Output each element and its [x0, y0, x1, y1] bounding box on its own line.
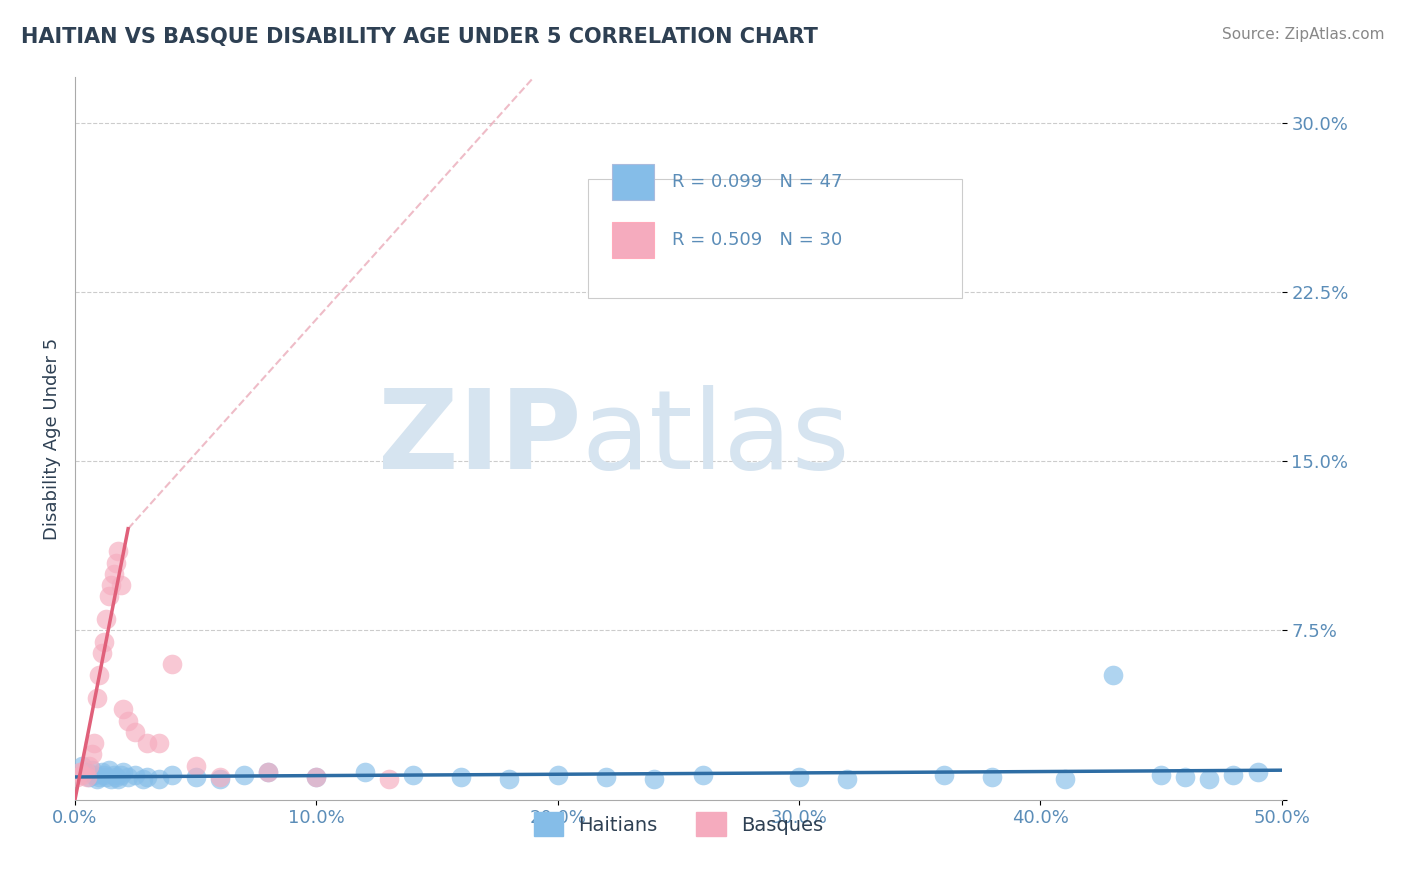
Point	[547, 768, 569, 782]
Point	[136, 736, 159, 750]
Point	[110, 578, 132, 592]
Point	[97, 763, 120, 777]
Point	[112, 765, 135, 780]
Point	[107, 772, 129, 787]
Point	[117, 714, 139, 728]
Text: atlas: atlas	[582, 385, 851, 492]
Point	[981, 770, 1004, 784]
Point	[353, 765, 375, 780]
FancyBboxPatch shape	[588, 178, 962, 298]
Point	[124, 724, 146, 739]
Point	[103, 768, 125, 782]
Point	[208, 770, 231, 784]
Point	[97, 590, 120, 604]
Point	[305, 770, 328, 784]
Point	[1101, 668, 1123, 682]
Point	[208, 772, 231, 787]
Point	[257, 765, 280, 780]
Point	[117, 770, 139, 784]
Point	[86, 772, 108, 787]
Point	[107, 544, 129, 558]
Point	[90, 646, 112, 660]
Point	[837, 772, 859, 787]
Point	[148, 736, 170, 750]
FancyBboxPatch shape	[612, 222, 654, 258]
Point	[643, 772, 665, 787]
Point	[70, 768, 93, 782]
Point	[76, 765, 98, 780]
Point	[105, 556, 128, 570]
Point	[1198, 772, 1220, 787]
Point	[79, 770, 101, 784]
Text: HAITIAN VS BASQUE DISABILITY AGE UNDER 5 CORRELATION CHART: HAITIAN VS BASQUE DISABILITY AGE UNDER 5…	[21, 27, 818, 46]
Point	[131, 772, 153, 787]
Point	[70, 758, 93, 772]
Point	[787, 770, 810, 784]
Point	[595, 770, 617, 784]
Point	[89, 668, 111, 682]
Point	[100, 578, 122, 592]
Point	[80, 763, 103, 777]
Point	[86, 690, 108, 705]
Point	[124, 768, 146, 782]
Point	[89, 770, 111, 784]
Point	[93, 634, 115, 648]
Text: Source: ZipAtlas.com: Source: ZipAtlas.com	[1222, 27, 1385, 42]
Point	[103, 566, 125, 581]
Point	[1246, 765, 1268, 780]
Legend: Haitians, Basques: Haitians, Basques	[526, 805, 831, 844]
Point	[73, 763, 96, 777]
Point	[257, 765, 280, 780]
Point	[96, 770, 118, 784]
Point	[160, 768, 183, 782]
Point	[450, 770, 472, 784]
Text: ZIP: ZIP	[378, 385, 582, 492]
Point	[90, 765, 112, 780]
Point	[76, 770, 98, 784]
Point	[96, 612, 118, 626]
Point	[110, 768, 132, 782]
Point	[402, 768, 425, 782]
Point	[1174, 770, 1197, 784]
Point	[1053, 772, 1076, 787]
Point	[498, 772, 520, 787]
Point	[80, 747, 103, 762]
Point	[105, 770, 128, 784]
Point	[932, 768, 955, 782]
Point	[1222, 768, 1244, 782]
Point	[160, 657, 183, 672]
Point	[100, 772, 122, 787]
Text: R = 0.099   N = 47: R = 0.099 N = 47	[672, 173, 842, 191]
Point	[377, 772, 399, 787]
Y-axis label: Disability Age Under 5: Disability Age Under 5	[44, 337, 60, 540]
Point	[148, 772, 170, 787]
Point	[692, 768, 714, 782]
Point	[83, 736, 105, 750]
Point	[233, 768, 256, 782]
Point	[93, 768, 115, 782]
Point	[184, 770, 207, 784]
Point	[79, 758, 101, 772]
Point	[136, 770, 159, 784]
Point	[83, 768, 105, 782]
Point	[305, 770, 328, 784]
Point	[184, 758, 207, 772]
Point	[1150, 768, 1173, 782]
Text: R = 0.509   N = 30: R = 0.509 N = 30	[672, 231, 842, 249]
Point	[66, 770, 89, 784]
Point	[112, 702, 135, 716]
Point	[69, 765, 91, 780]
FancyBboxPatch shape	[612, 164, 654, 200]
